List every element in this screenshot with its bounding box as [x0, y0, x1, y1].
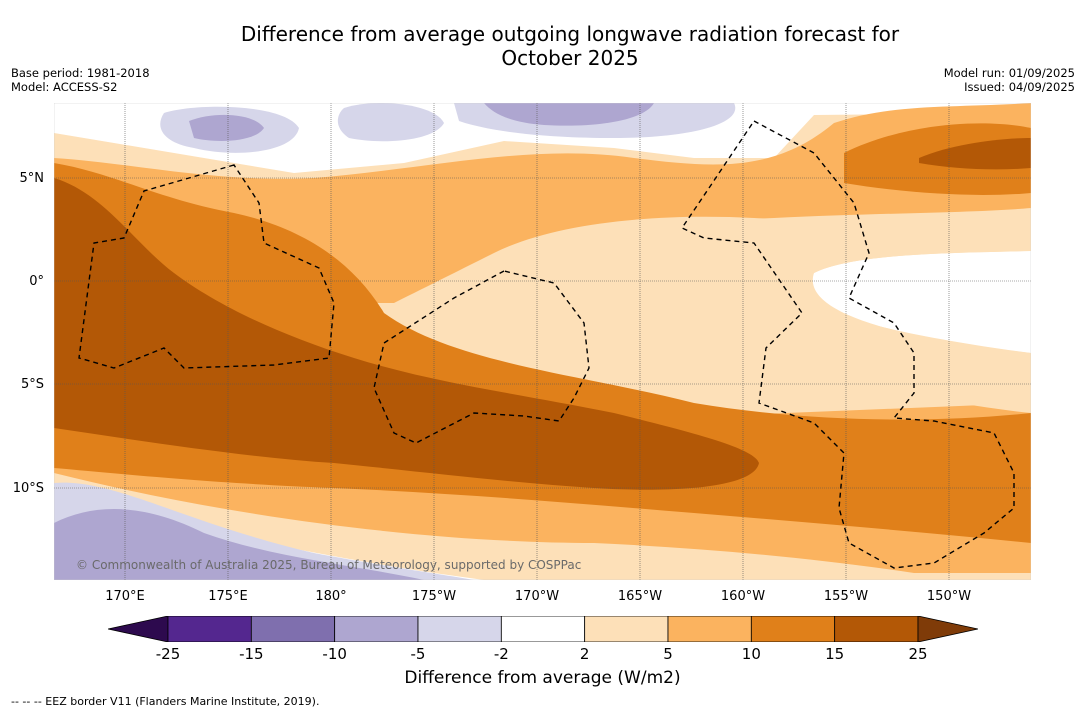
lon-label-150w: 150°W: [926, 589, 972, 604]
colorbar-tick-label: -5: [410, 645, 426, 663]
title-line-2: October 2025: [501, 46, 639, 70]
model-name: Model: ACCESS-S2: [11, 80, 118, 94]
colorbar-extend-high: [917, 616, 978, 642]
colorbar-segment: [417, 616, 502, 642]
neutral-east: [809, 251, 1031, 353]
colorbar-segment: [500, 616, 586, 642]
colorbar-tick-label: 15: [825, 645, 845, 663]
colorbar-tick-label: 5: [663, 645, 673, 663]
lon-label-175e: 175°E: [208, 589, 248, 604]
lat-label-5n: 5°N: [19, 171, 45, 186]
base-info: Base period: 1981-2018 Model: ACCESS-S2: [11, 66, 150, 94]
band-15-25-ne: [919, 138, 1031, 170]
light-east: [454, 208, 1031, 413]
base-period: Base period: 1981-2018: [11, 66, 150, 80]
colorbar-segment: [250, 616, 336, 642]
colorbar: [108, 616, 978, 642]
colorbar-segment: [167, 616, 252, 642]
lat-label-5s: 5°S: [20, 377, 44, 392]
anomaly-map: [54, 103, 1031, 580]
colorbar-tick-label: 10: [741, 645, 761, 663]
colorbar-extend-low: [108, 616, 169, 642]
lon-label-155w: 155°W: [823, 589, 869, 604]
colorbar-title: Difference from average (W/m2): [404, 668, 681, 688]
colorbar-tick-label: 2: [579, 645, 590, 663]
band-neutral-north: [54, 103, 1031, 173]
colorbar-segment: [584, 616, 669, 642]
band-15-25: [54, 178, 759, 490]
colorbar-tick-label: 25: [908, 645, 928, 663]
lat-label-10s: 10°S: [12, 481, 44, 496]
lon-label-165w: 165°W: [617, 589, 663, 604]
colorbar-segment: [334, 616, 419, 642]
colorbar-tick-label: -10: [322, 645, 347, 663]
neg-blob-north-2: [337, 103, 444, 142]
colorbar-segment: [834, 616, 919, 642]
lon-label-175w: 175°W: [411, 589, 457, 604]
colorbar-segment: [750, 616, 836, 642]
lat-label-0: 0°: [29, 274, 44, 289]
lon-label-170e: 170°E: [105, 589, 145, 604]
eez-border-2: [373, 270, 590, 444]
colorbar-tick-label: -25: [155, 645, 181, 663]
colorbar-tick-label: -2: [493, 645, 509, 663]
neg-blob-north-1b: [189, 114, 264, 141]
eez-footnote: -- -- -- EEZ border V11 (Flanders Marine…: [11, 695, 320, 708]
neg-blob-south-2: [54, 509, 424, 580]
lon-label-170w: 170°W: [514, 589, 560, 604]
lon-label-180: 180°: [315, 589, 347, 604]
run-info: Model run: 01/09/2025 Issued: 04/09/2025: [944, 66, 1075, 94]
eez-border-1: [78, 164, 335, 369]
issued-date: Issued: 04/09/2025: [964, 80, 1075, 94]
map-title: Difference from average outgoing longwav…: [0, 22, 1085, 70]
model-run-date: Model run: 01/09/2025: [943, 66, 1075, 80]
colorbar-segment: [667, 616, 752, 642]
lon-label-160w: 160°W: [720, 589, 766, 604]
neg-blob-north-3b: [484, 103, 654, 126]
title-line-1: Difference from average outgoing longwav…: [240, 22, 900, 46]
colorbar-tick-label: -15: [239, 645, 264, 663]
copyright-notice: © Commonwealth of Australia 2025, Bureau…: [76, 558, 582, 572]
eez-border-3: [680, 120, 1015, 569]
